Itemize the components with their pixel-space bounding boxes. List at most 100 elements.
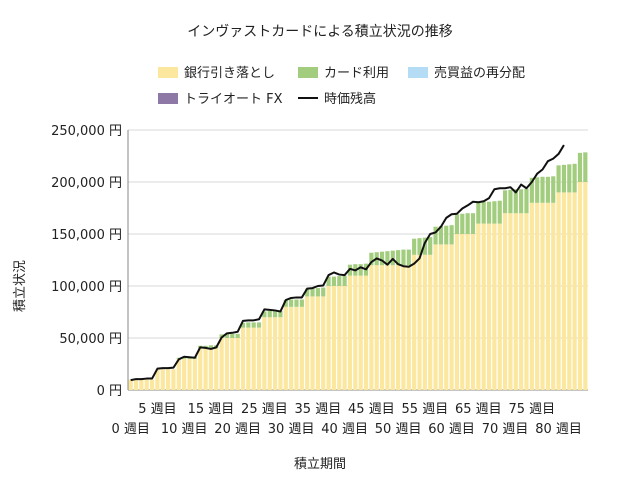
y-tick-label: 50,000 円 [59,332,122,347]
bar-card-79 [551,176,556,203]
bar-card-50 [396,250,401,266]
bar-bank-51 [401,265,406,390]
bar-bank-76 [535,202,540,390]
x-tick-label: 0 週目 [111,422,149,437]
chart-gridlines [128,129,588,391]
bar-bank-63 [465,234,470,390]
bar-bank-0 [128,379,133,390]
bar-bank-50 [396,265,401,390]
bar-bank-4 [149,379,155,390]
y-tick-label: 150,000 円 [51,228,122,243]
bar-card-73 [519,189,524,214]
bar-card-84 [577,152,583,182]
bar-bank-38 [331,286,337,390]
bar-card-19 [230,333,235,338]
bar-bank-15 [208,348,213,390]
chart-title: インヴァストカードによる積立状況の推移 [187,23,453,40]
bar-card-74 [524,188,529,214]
bar-bank-62 [460,234,465,390]
bar-bank-5 [155,369,160,390]
bar-card-48 [385,251,390,266]
bar-card-24 [256,322,262,328]
bar-card-23 [251,322,256,328]
bar-card-25 [262,311,267,318]
bar-bank-10 [182,358,187,390]
bar-bank-1 [133,379,139,390]
legend-label-fx: トライオート FX [184,92,283,107]
bar-bank-31 [294,306,299,390]
bar-card-18 [224,333,230,338]
bar-card-66 [481,201,486,224]
bar-bank-61 [454,234,460,390]
bar-bank-43 [358,275,363,390]
bar-card-20 [235,333,240,338]
bar-bank-37 [326,286,331,390]
x-tick-label: 70 週目 [482,422,529,437]
bar-bank-39 [337,286,342,390]
bar-bank-25 [262,317,267,390]
bar-bank-80 [556,192,561,390]
bar-bank-12 [192,358,197,390]
bar-bank-65 [476,223,481,390]
bar-card-43 [358,264,363,276]
x-tick-label: 5 週目 [138,402,176,417]
bar-bank-56 [428,254,433,390]
bar-bank-17 [219,338,224,390]
bar-card-35 [315,288,320,297]
x-tick-label: 45 週目 [348,402,395,417]
bar-card-85 [583,152,588,182]
bar-card-47 [379,251,385,266]
bar-card-69 [497,200,502,224]
bar-bank-21 [240,327,246,390]
bar-bank-2 [139,379,144,390]
bar-bank-48 [385,265,390,390]
bar-card-60 [449,225,454,245]
bar-card-77 [540,176,545,203]
bar-bank-55 [422,254,427,390]
bar-bank-6 [160,369,165,390]
chart-axes: 0 円 50,000 円 100,000 円 150,000 円 200,000 円 25… [51,124,582,437]
bar-bank-33 [305,296,310,390]
bar-bank-44 [363,275,369,390]
legend-label-bank: 銀行引き落とし [184,66,275,81]
bar-bank-81 [561,192,567,390]
bar-bank-79 [551,202,556,390]
bar-bank-78 [545,202,550,390]
bar-bank-59 [444,244,449,390]
bar-bank-64 [470,234,476,390]
bar-bank-26 [267,317,272,390]
y-tick-label: 200,000 円 [51,176,122,191]
bar-bank-77 [540,202,545,390]
bar-bank-8 [171,369,176,390]
bar-bank-29 [283,306,288,390]
bar-bank-73 [519,213,524,390]
x-tick-label: 80 週目 [535,422,582,437]
bar-bank-45 [369,265,374,390]
bar-card-70 [503,190,508,214]
bar-card-57 [433,226,438,245]
x-tick-label: 60 週目 [428,422,475,437]
bar-bank-70 [503,213,508,390]
chart-line-series [130,144,565,382]
bar-bank-58 [438,244,443,390]
bar-bank-30 [289,306,294,390]
bar-card-68 [492,201,497,224]
bar-card-34 [310,288,315,297]
bar-card-33 [305,288,310,297]
bar-card-30 [289,299,294,307]
x-axis-title: 積立期間 [294,457,346,472]
bar-card-15 [208,345,213,349]
legend-swatch-bank [158,67,178,78]
bar-card-39 [337,276,342,286]
bar-bank-69 [497,223,502,390]
bar-bank-32 [299,306,304,390]
bar-card-45 [369,252,374,266]
bar-card-83 [572,163,577,193]
bar-bank-74 [524,213,529,390]
bar-card-76 [535,177,540,203]
bar-card-36 [321,287,326,297]
bar-card-80 [556,165,561,193]
bar-bank-23 [251,327,256,390]
bar-bank-71 [508,213,513,390]
